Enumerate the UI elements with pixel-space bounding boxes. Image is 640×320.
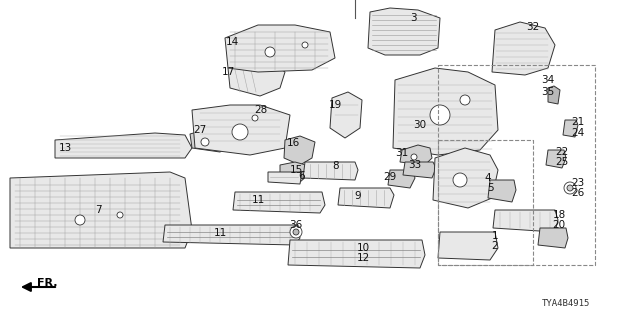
Text: 16: 16	[286, 138, 300, 148]
Text: 22: 22	[556, 147, 568, 157]
Text: 25: 25	[556, 157, 568, 167]
Polygon shape	[400, 145, 432, 165]
Text: 17: 17	[221, 67, 235, 77]
Text: 31: 31	[396, 148, 408, 158]
Text: 11: 11	[213, 228, 227, 238]
Text: 32: 32	[526, 22, 540, 32]
Polygon shape	[10, 172, 192, 248]
Text: 12: 12	[356, 253, 370, 263]
Polygon shape	[338, 188, 394, 208]
Polygon shape	[546, 150, 566, 168]
Text: 13: 13	[58, 143, 72, 153]
Polygon shape	[303, 162, 358, 180]
Text: 36: 36	[289, 220, 303, 230]
Bar	[438, 65, 595, 265]
Polygon shape	[438, 232, 498, 260]
Circle shape	[430, 105, 450, 125]
Polygon shape	[393, 68, 498, 155]
Text: 23: 23	[572, 178, 584, 188]
Circle shape	[252, 115, 258, 121]
Text: 14: 14	[225, 37, 239, 47]
Text: 33: 33	[408, 160, 422, 170]
Text: 1: 1	[492, 231, 499, 241]
Text: 9: 9	[355, 191, 362, 201]
Polygon shape	[288, 240, 425, 268]
Circle shape	[201, 138, 209, 146]
Polygon shape	[433, 148, 498, 208]
Circle shape	[567, 185, 573, 191]
Polygon shape	[233, 192, 325, 213]
Text: 27: 27	[193, 125, 207, 135]
Text: 4: 4	[484, 173, 492, 183]
Text: 10: 10	[356, 243, 369, 253]
Polygon shape	[492, 22, 555, 75]
Polygon shape	[225, 25, 335, 72]
Polygon shape	[538, 228, 568, 248]
Text: 30: 30	[413, 120, 427, 130]
Circle shape	[564, 182, 576, 194]
Text: 3: 3	[410, 13, 416, 23]
Text: TYA4B4915: TYA4B4915	[541, 299, 590, 308]
Circle shape	[293, 229, 299, 235]
Text: 11: 11	[252, 195, 264, 205]
Circle shape	[290, 226, 302, 238]
Circle shape	[302, 42, 308, 48]
Polygon shape	[192, 105, 290, 155]
Polygon shape	[403, 162, 436, 178]
Circle shape	[75, 215, 85, 225]
Polygon shape	[55, 133, 192, 158]
Circle shape	[453, 173, 467, 187]
Text: FR.: FR.	[37, 278, 58, 288]
Polygon shape	[330, 92, 362, 138]
Text: 28: 28	[254, 105, 268, 115]
Text: 5: 5	[486, 183, 493, 193]
Polygon shape	[488, 180, 516, 202]
Text: 34: 34	[541, 75, 555, 85]
Polygon shape	[284, 136, 315, 165]
Polygon shape	[493, 210, 558, 232]
Polygon shape	[280, 162, 308, 182]
Circle shape	[460, 95, 470, 105]
Circle shape	[265, 47, 275, 57]
Polygon shape	[548, 86, 560, 104]
Polygon shape	[190, 128, 232, 152]
Text: 8: 8	[333, 161, 339, 171]
Polygon shape	[163, 225, 300, 245]
Text: 7: 7	[95, 205, 101, 215]
Text: 21: 21	[572, 117, 584, 127]
Text: 24: 24	[572, 128, 584, 138]
Text: 15: 15	[289, 165, 303, 175]
Polygon shape	[268, 172, 302, 184]
Text: 26: 26	[572, 188, 584, 198]
Polygon shape	[368, 8, 440, 55]
Text: 18: 18	[552, 210, 566, 220]
Polygon shape	[563, 120, 578, 137]
Polygon shape	[228, 58, 285, 96]
Circle shape	[232, 124, 248, 140]
Text: 20: 20	[552, 220, 566, 230]
Bar	[438, 140, 533, 265]
Polygon shape	[388, 170, 415, 188]
Circle shape	[411, 154, 417, 160]
Text: 29: 29	[383, 172, 397, 182]
Text: 19: 19	[328, 100, 342, 110]
Circle shape	[117, 212, 123, 218]
Text: 6: 6	[299, 171, 305, 181]
Text: 2: 2	[492, 241, 499, 251]
Text: 35: 35	[541, 87, 555, 97]
